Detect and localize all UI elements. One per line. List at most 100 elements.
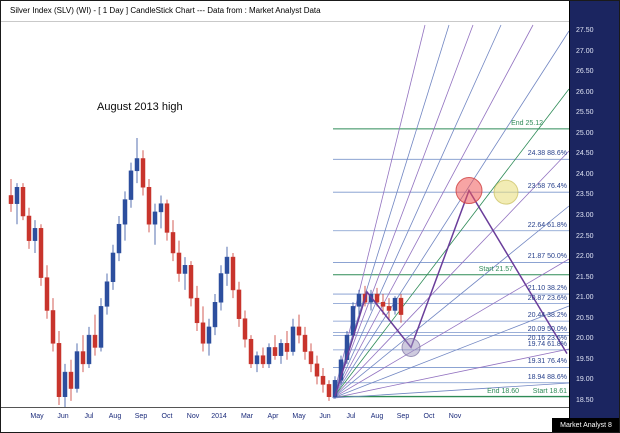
fan-line[interactable] xyxy=(332,348,570,399)
candle-body xyxy=(92,334,98,348)
candle-body xyxy=(392,297,398,311)
candle-body xyxy=(50,310,56,344)
price-tick-label: 25.00 xyxy=(576,130,594,137)
time-tick-label: Aug xyxy=(108,413,122,420)
candle-body xyxy=(194,297,200,324)
fan-line[interactable] xyxy=(332,88,570,399)
candle-body xyxy=(314,363,320,377)
candle-body xyxy=(134,158,140,172)
time-tick-label: Sep xyxy=(134,413,148,420)
candle-body xyxy=(272,347,278,356)
candle-body xyxy=(254,355,260,365)
candle-body xyxy=(248,338,254,365)
candle-body xyxy=(374,293,380,303)
fib-label[interactable]: 20.87 23.6% xyxy=(527,295,567,302)
fan-line[interactable] xyxy=(332,258,570,399)
price-tick-label: 26.00 xyxy=(576,89,594,96)
price-tick-label: 25.50 xyxy=(576,109,594,116)
candle-body xyxy=(224,256,230,274)
candle-body xyxy=(26,215,32,241)
time-tick-label: Sep xyxy=(396,413,410,420)
candle-body xyxy=(38,228,44,278)
price-tick-label: 21.00 xyxy=(576,294,594,301)
candle-body xyxy=(128,170,134,200)
candle-body xyxy=(278,343,284,356)
fan-line[interactable] xyxy=(332,150,570,399)
candle-body xyxy=(110,252,116,282)
price-tick-label: 19.00 xyxy=(576,376,594,383)
fan-line[interactable] xyxy=(332,205,570,399)
fan-line[interactable] xyxy=(332,24,450,399)
time-tick-label: Mar xyxy=(240,413,254,420)
fib-label[interactable]: 19.74 61.8% xyxy=(527,341,567,348)
price-axis[interactable]: 27.50 27.00 26.50 26.00 25.50 25.00 24.50 24.00… xyxy=(569,1,619,432)
candle-body xyxy=(176,252,182,274)
fan-line[interactable] xyxy=(332,24,474,399)
candle-body xyxy=(380,302,386,307)
fan-line[interactable] xyxy=(332,24,534,399)
time-tick-label: Nov xyxy=(448,413,462,420)
candle-body xyxy=(146,186,152,225)
fib-label[interactable]: 18.94 88.6% xyxy=(527,374,567,381)
candle-body xyxy=(344,334,350,361)
candle-body xyxy=(218,273,224,303)
price-tick-label: 18.50 xyxy=(576,397,594,404)
fan-line[interactable] xyxy=(332,24,502,399)
candle-body xyxy=(158,203,164,213)
time-axis[interactable]: May Jun Jul Aug Sep Oct Nov 2014 Mar Apr May Jun Jul… xyxy=(1,407,569,432)
candle-body xyxy=(98,306,104,348)
price-tick-label: 23.00 xyxy=(576,212,594,219)
candle-body xyxy=(296,326,302,336)
time-tick-label: 2014 xyxy=(211,413,227,420)
fan-line[interactable] xyxy=(332,305,570,399)
time-tick-label: Apr xyxy=(267,413,279,420)
fib-label[interactable]: Start 21.57 xyxy=(478,266,513,273)
fan-line[interactable] xyxy=(332,30,570,399)
candle-body xyxy=(242,318,248,340)
time-tick-label: Aug xyxy=(370,413,384,420)
fib-label[interactable]: 24.38 88.6% xyxy=(527,150,567,157)
plot-top-divider xyxy=(1,21,570,22)
price-tick-label: 21.50 xyxy=(576,274,594,281)
candle-body xyxy=(308,351,314,365)
fib-label[interactable]: 20.16 23.6% xyxy=(527,335,567,342)
candle-body xyxy=(188,265,194,299)
fib-label[interactable]: 21.10 38.2% xyxy=(527,285,567,292)
candle-body xyxy=(236,289,242,319)
fib-label[interactable]: 22.64 61.8% xyxy=(527,222,567,229)
time-tick-label: Jun xyxy=(319,413,331,420)
price-tick-label: 26.50 xyxy=(576,68,594,75)
candle-body xyxy=(386,306,392,311)
time-tick-label: Nov xyxy=(186,413,200,420)
fib-label[interactable]: 23.58 76.4% xyxy=(527,183,567,190)
candle-body xyxy=(140,158,146,188)
candle-body xyxy=(104,281,110,307)
fib-label[interactable]: 21.87 50.0% xyxy=(527,253,567,260)
candle-body xyxy=(170,232,176,254)
fib-label[interactable]: End 25.12 xyxy=(511,120,543,127)
window-title: Silver Index (SLV) (WI) - [ 1 Day ] Cand… xyxy=(10,6,321,15)
fib-label[interactable]: Start 18.61 xyxy=(532,388,567,395)
fan-line[interactable] xyxy=(332,382,570,399)
price-tick-label: 19.50 xyxy=(576,356,594,363)
candle-body xyxy=(62,371,68,397)
price-tick-label: 20.00 xyxy=(576,335,594,342)
annotation-august-2013-high: August 2013 high xyxy=(97,101,183,113)
time-tick-label: Jul xyxy=(346,413,356,420)
fib-label[interactable]: 20.09 50.0% xyxy=(527,326,567,333)
candle-body xyxy=(164,203,170,233)
fib-label[interactable]: 20.44 38.2% xyxy=(527,312,567,319)
candle-body xyxy=(356,293,362,307)
price-tick-label: 24.50 xyxy=(576,150,594,157)
candle-body xyxy=(86,334,92,365)
time-tick-label: Jun xyxy=(57,413,69,420)
candle-body xyxy=(320,375,326,385)
target-zone-yellow[interactable] xyxy=(493,179,519,205)
candle-body xyxy=(56,343,62,397)
candle-body xyxy=(8,195,14,204)
target-zone-red[interactable] xyxy=(455,177,483,205)
fib-label[interactable]: End 18.60 xyxy=(487,388,519,395)
fib-label[interactable]: 19.31 76.4% xyxy=(527,358,567,365)
pullback-zone-gray[interactable] xyxy=(401,337,421,357)
